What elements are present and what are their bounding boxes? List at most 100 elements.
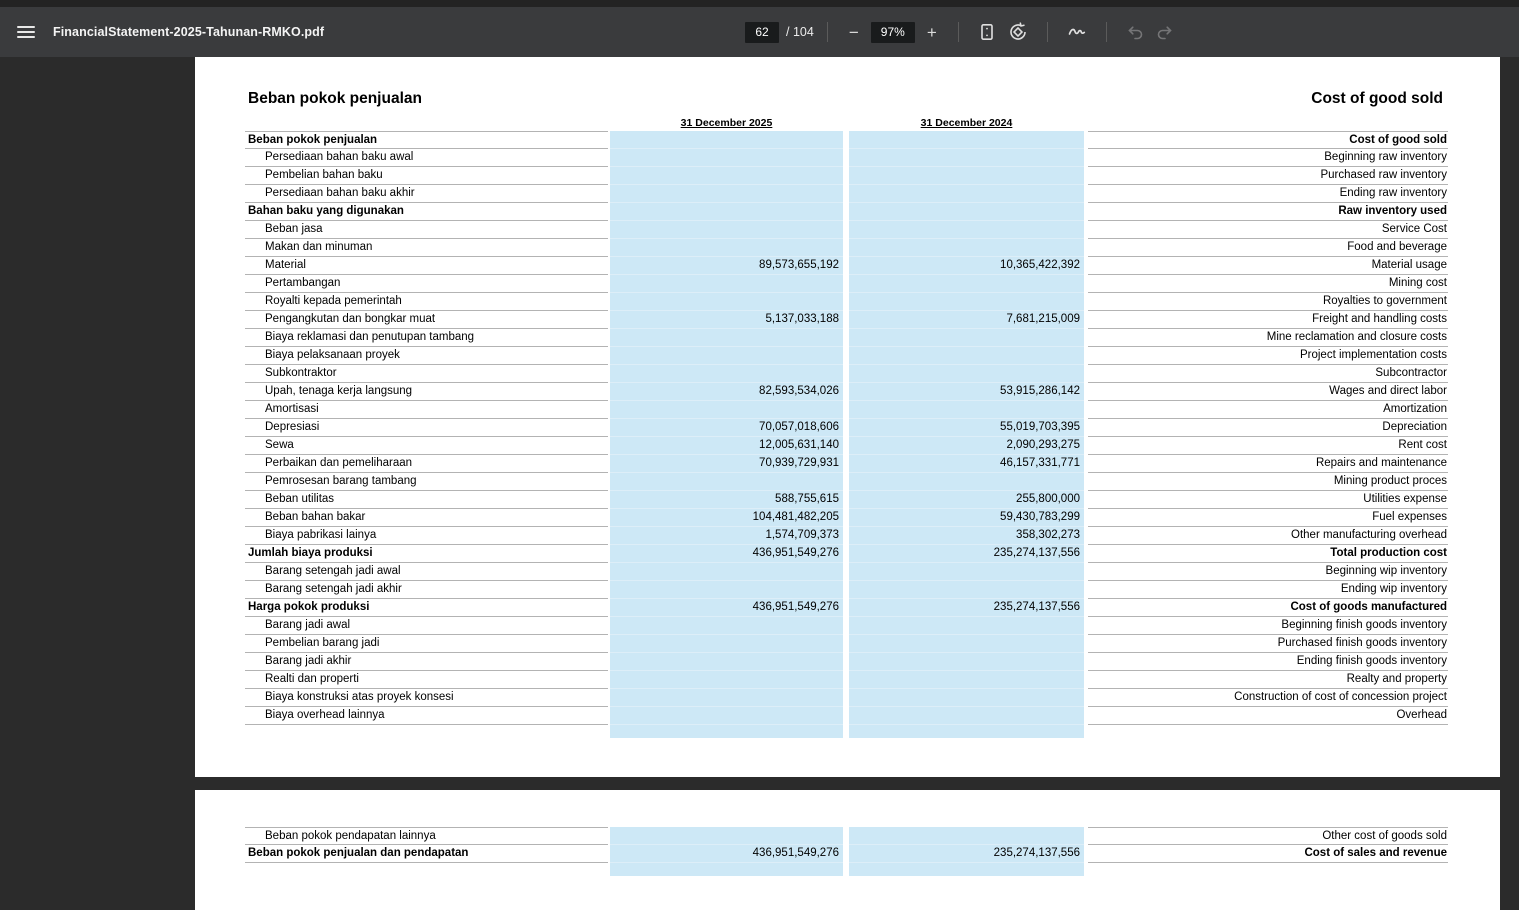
table-row: Persediaan bahan baku awal Beginning raw … bbox=[245, 149, 1448, 167]
table-row: Depresiasi 70,057,018,606 55,019,703,395 De… bbox=[245, 419, 1448, 437]
row-label-id: Beban bahan bakar bbox=[245, 509, 608, 527]
row-label-en: Repairs and maintenance bbox=[1088, 455, 1448, 473]
pdf-canvas[interactable]: Beban pokok penjualan Cost of good sold … bbox=[0, 57, 1519, 910]
row-value-2025 bbox=[610, 167, 843, 185]
row-value-2025: 104,481,482,205 bbox=[610, 509, 843, 527]
toolbar-divider bbox=[826, 22, 828, 42]
pdf-toolbar: FinancialStatement-2025-Tahunan-RMKO.pdf… bbox=[0, 7, 1519, 57]
statement-title-row: Beban pokok penjualan Cost of good sold bbox=[248, 90, 1443, 108]
page-number-input[interactable] bbox=[745, 21, 779, 43]
row-label-id: Harga pokok produksi bbox=[245, 599, 608, 617]
zoom-level-input[interactable]: 97% bbox=[870, 21, 915, 43]
row-label-en: Overhead bbox=[1088, 707, 1448, 725]
row-value-2025 bbox=[610, 149, 843, 167]
row-value-2025 bbox=[610, 473, 843, 491]
row-value-2025 bbox=[610, 653, 843, 671]
statement-title-en: Cost of good sold bbox=[1311, 90, 1443, 107]
redo-button[interactable] bbox=[1150, 20, 1180, 44]
table-row: Barang setengah jadi awal Beginning wip i… bbox=[245, 563, 1448, 581]
fit-to-page-icon bbox=[981, 23, 993, 40]
row-label-id: Barang setengah jadi akhir bbox=[245, 581, 608, 599]
row-label-en: Utilities expense bbox=[1088, 491, 1448, 509]
row-label-en: Cost of good sold bbox=[1088, 131, 1448, 149]
row-value-2025 bbox=[610, 563, 843, 581]
row-label-id: Beban pokok penjualan dan pendapatan bbox=[245, 845, 608, 863]
table-row: Biaya pelaksanaan proyek Project implemen… bbox=[245, 347, 1448, 365]
table-row: Biaya reklamasi dan penutupan tambang Min… bbox=[245, 329, 1448, 347]
row-value-2025 bbox=[610, 221, 843, 239]
row-label-en: Cost of sales and revenue bbox=[1088, 845, 1448, 863]
row-label-en: Purchased finish goods inventory bbox=[1088, 635, 1448, 653]
menu-icon[interactable] bbox=[17, 26, 35, 38]
row-value-2024 bbox=[849, 671, 1084, 689]
draw-annotate-button[interactable] bbox=[1061, 19, 1093, 45]
row-value-2024 bbox=[849, 725, 1084, 738]
row-label-en: Raw inventory used bbox=[1088, 203, 1448, 221]
undo-icon bbox=[1128, 26, 1143, 40]
row-value-2024: 235,274,137,556 bbox=[849, 545, 1084, 563]
row-value-2024 bbox=[849, 653, 1084, 671]
page-count-label: / 104 bbox=[786, 25, 814, 39]
row-label-en: Wages and direct labor bbox=[1088, 383, 1448, 401]
row-value-2025 bbox=[610, 239, 843, 257]
table-row: Persediaan bahan baku akhir Ending raw in… bbox=[245, 185, 1448, 203]
row-label-en: Ending finish goods inventory bbox=[1088, 653, 1448, 671]
row-label-id: Barang setengah jadi awal bbox=[245, 563, 608, 581]
row-label-en: Purchased raw inventory bbox=[1088, 167, 1448, 185]
row-label-en: Rent cost bbox=[1088, 437, 1448, 455]
row-value-2025 bbox=[610, 827, 843, 845]
row-label-id: Persediaan bahan baku awal bbox=[245, 149, 608, 167]
table-row: Beban jasa Service Cost bbox=[245, 221, 1448, 239]
row-value-2024 bbox=[849, 239, 1084, 257]
rotate-button[interactable] bbox=[1002, 19, 1034, 45]
row-label-en: Royalties to government bbox=[1088, 293, 1448, 311]
table-row: Upah, tenaga kerja langsung 82,593,534,02… bbox=[245, 383, 1448, 401]
statement-title-id: Beban pokok penjualan bbox=[248, 90, 422, 107]
row-value-2025: 436,951,549,276 bbox=[610, 599, 843, 617]
zoom-out-button[interactable]: − bbox=[841, 22, 867, 43]
row-value-2024 bbox=[849, 707, 1084, 725]
row-value-2024: 235,274,137,556 bbox=[849, 599, 1084, 617]
row-label-id: Material bbox=[245, 257, 608, 275]
table-row: Beban pokok penjualan dan pendapatan 436,… bbox=[245, 845, 1448, 863]
row-label-id: Pembelian bahan baku bbox=[245, 167, 608, 185]
fit-to-page-button[interactable] bbox=[972, 20, 1002, 44]
draw-icon bbox=[1068, 28, 1085, 35]
column-header-2024: 31 December 2024 bbox=[920, 117, 1013, 129]
row-label-en: Construction of cost of concession proje… bbox=[1088, 689, 1448, 707]
table-row: Pembelian bahan baku Purchased raw invent… bbox=[245, 167, 1448, 185]
row-value-2025 bbox=[610, 863, 843, 876]
row-label-id: Bahan baku yang digunakan bbox=[245, 203, 608, 221]
row-label-id: Biaya reklamasi dan penutupan tambang bbox=[245, 329, 608, 347]
row-value-2025: 70,939,729,931 bbox=[610, 455, 843, 473]
row-value-2024 bbox=[849, 473, 1084, 491]
zoom-in-button[interactable]: + bbox=[919, 22, 945, 43]
row-value-2025 bbox=[610, 275, 843, 293]
row-label-id: Beban jasa bbox=[245, 221, 608, 239]
table-row: Amortisasi Amortization bbox=[245, 401, 1448, 419]
table-row: Realti dan properti Realty and property bbox=[245, 671, 1448, 689]
row-label-en: Project implementation costs bbox=[1088, 347, 1448, 365]
document-filename: FinancialStatement-2025-Tahunan-RMKO.pdf bbox=[53, 25, 325, 39]
row-value-2025: 1,574,709,373 bbox=[610, 527, 843, 545]
row-label-id: Biaya pabrikasi lainya bbox=[245, 527, 608, 545]
row-label-id: Jumlah biaya produksi bbox=[245, 545, 608, 563]
row-value-2024 bbox=[849, 581, 1084, 599]
table-row: Harga pokok produksi 436,951,549,276 235,2… bbox=[245, 599, 1448, 617]
row-value-2025: 5,137,033,188 bbox=[610, 311, 843, 329]
row-value-2025: 588,755,615 bbox=[610, 491, 843, 509]
undo-button[interactable] bbox=[1120, 20, 1150, 44]
row-label-en: Mine reclamation and closure costs bbox=[1088, 329, 1448, 347]
table-row: Sewa 12,005,631,140 2,090,293,275 Rent cost bbox=[245, 437, 1448, 455]
row-label-id: Beban pokok pendapatan lainnya bbox=[245, 827, 608, 845]
row-value-2025 bbox=[610, 131, 843, 149]
row-label-en: Material usage bbox=[1088, 257, 1448, 275]
row-value-2025 bbox=[610, 329, 843, 347]
table-row: Barang jadi awal Beginning finish goods i… bbox=[245, 617, 1448, 635]
row-label-id: Barang jadi awal bbox=[245, 617, 608, 635]
row-label-en bbox=[1088, 725, 1448, 738]
row-value-2024: 10,365,422,392 bbox=[849, 257, 1084, 275]
rotate-icon bbox=[1010, 22, 1026, 40]
table-row: Biaya pabrikasi lainya 1,574,709,373 358,3… bbox=[245, 527, 1448, 545]
row-label-id: Perbaikan dan pemeliharaan bbox=[245, 455, 608, 473]
